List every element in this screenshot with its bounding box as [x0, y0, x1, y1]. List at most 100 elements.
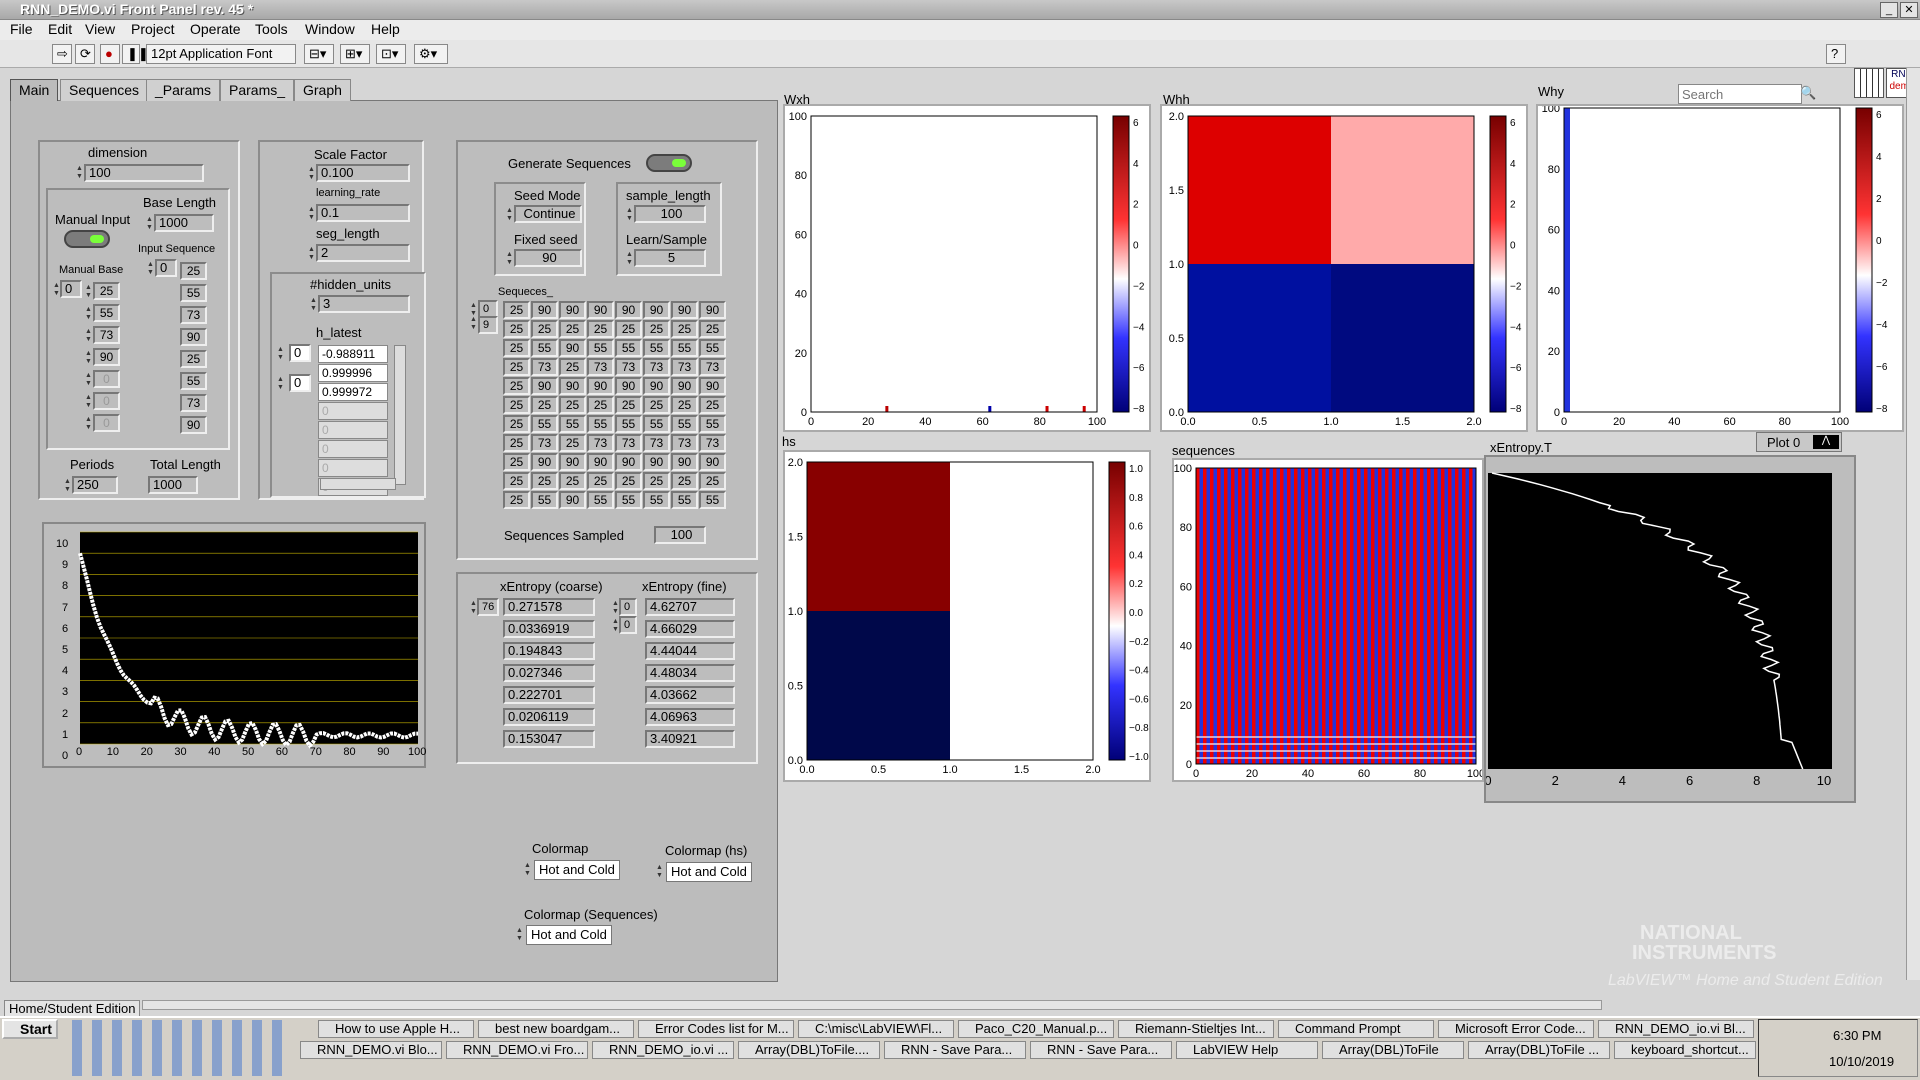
- seq-index1-spinner[interactable]: ▲ ▼: [470, 302, 477, 317]
- taskbar-button[interactable]: Error Codes list for M...: [638, 1020, 794, 1038]
- quicklaunch-icons[interactable]: [72, 1020, 282, 1076]
- manual-base-cell[interactable]: 0: [93, 370, 120, 388]
- run-arrow-icon[interactable]: ⇨: [52, 44, 72, 64]
- h-index1-spinner[interactable]: ▲ ▼: [277, 346, 284, 361]
- xf-index1[interactable]: 0: [619, 598, 637, 616]
- sample-length-spinner[interactable]: ▲ ▼: [626, 207, 633, 222]
- tab-params-b[interactable]: Params_: [220, 79, 295, 101]
- menu-file[interactable]: File: [10, 21, 33, 37]
- menu-window[interactable]: Window: [305, 21, 355, 37]
- tab-main[interactable]: Main: [10, 79, 59, 101]
- resize-icon[interactable]: ⊡▾: [376, 44, 406, 64]
- learning-rate-spinner[interactable]: ▲ ▼: [308, 206, 315, 221]
- menu-edit[interactable]: Edit: [48, 21, 73, 37]
- manual-base-cell[interactable]: 55: [93, 304, 120, 322]
- manual-base-spinner[interactable]: ▲ ▼: [85, 394, 92, 409]
- manual-base-cell[interactable]: 0: [93, 414, 120, 432]
- generate-toggle[interactable]: [646, 154, 692, 172]
- manual-base-spinner[interactable]: ▲ ▼: [85, 372, 92, 387]
- run-continuously-icon[interactable]: ⟳: [75, 44, 95, 64]
- manual-base-cell[interactable]: 90: [93, 348, 120, 366]
- taskbar-button[interactable]: Paco_C20_Manual.p...: [958, 1020, 1114, 1038]
- taskbar-button[interactable]: RNN_DEMO_io.vi ...: [592, 1041, 734, 1059]
- taskbar-button[interactable]: C:\misc\LabVIEW\Fl...: [798, 1020, 954, 1038]
- tab-graph[interactable]: Graph: [294, 79, 351, 101]
- hidden-units-field[interactable]: 3: [318, 295, 410, 313]
- seg-length-spinner[interactable]: ▲ ▼: [308, 246, 315, 261]
- search-input[interactable]: [1678, 84, 1802, 104]
- taskbar-button[interactable]: RNN_DEMO.vi Blo...: [300, 1041, 442, 1059]
- manual-base-spinner[interactable]: ▲ ▼: [85, 328, 92, 343]
- hidden-units-spinner[interactable]: ▲ ▼: [310, 297, 317, 312]
- manual-base-spinner[interactable]: ▲ ▼: [85, 416, 92, 431]
- manual-base-spinner[interactable]: ▲ ▼: [85, 306, 92, 321]
- connector-pane-icon[interactable]: [1854, 68, 1884, 98]
- tab-sequences[interactable]: Sequences: [60, 79, 149, 101]
- taskbar-button[interactable]: Array(DBL)ToFile: [1322, 1041, 1464, 1059]
- h-latest-hscroll[interactable]: [320, 478, 396, 490]
- dimension-field[interactable]: 100: [84, 164, 204, 182]
- colormap-hs-spinner[interactable]: ▲ ▼: [656, 864, 663, 879]
- manual-input-toggle[interactable]: [64, 230, 110, 248]
- fixed-seed-spinner[interactable]: ▲ ▼: [506, 251, 513, 266]
- colormap-seq-select[interactable]: Hot and Cold: [526, 925, 612, 945]
- manual-base-spinner[interactable]: ▲ ▼: [85, 284, 92, 299]
- colormap-seq-spinner[interactable]: ▲ ▼: [516, 927, 523, 942]
- dimension-spinner[interactable]: ▲ ▼: [76, 165, 83, 180]
- pause-icon[interactable]: ❚❚: [122, 44, 149, 64]
- tab-params-a[interactable]: _Params: [146, 79, 221, 101]
- scale-factor-spinner[interactable]: ▲ ▼: [308, 166, 315, 181]
- sample-length-field[interactable]: 100: [634, 205, 706, 223]
- xf-index2[interactable]: 0: [619, 616, 637, 634]
- manual-base-index-spinner[interactable]: ▲ ▼: [53, 282, 60, 297]
- plot-legend[interactable]: Plot 0 ⋀: [1756, 432, 1842, 452]
- colormap-spinner[interactable]: ▲ ▼: [524, 862, 531, 877]
- fixed-seed-field[interactable]: 90: [514, 249, 582, 267]
- base-length-spinner[interactable]: ▲ ▼: [146, 216, 153, 231]
- h-index2-spinner[interactable]: ▲ ▼: [277, 376, 284, 391]
- xf-index2-spinner[interactable]: ▲ ▼: [612, 618, 619, 633]
- base-length-field[interactable]: 1000: [154, 214, 214, 232]
- learn-sample-field[interactable]: 5: [634, 249, 706, 267]
- align-icon[interactable]: ⊟▾: [304, 44, 334, 64]
- learn-sample-spinner[interactable]: ▲ ▼: [626, 251, 633, 266]
- taskbar-button[interactable]: RNN_DEMO_io.vi Bl...: [1598, 1020, 1754, 1038]
- abort-icon[interactable]: ●: [100, 44, 120, 64]
- manual-base-cell[interactable]: 73: [93, 326, 120, 344]
- menu-view[interactable]: View: [85, 21, 116, 37]
- font-select[interactable]: 12pt Application Font: [146, 44, 296, 64]
- menu-tools[interactable]: Tools: [255, 21, 288, 37]
- input-seq-index[interactable]: 0: [155, 259, 177, 277]
- xentropy-coarse-index[interactable]: 76: [477, 598, 499, 616]
- taskbar-button[interactable]: Microsoft Error Code...: [1438, 1020, 1594, 1038]
- horizontal-scrollbar[interactable]: [142, 1000, 1602, 1010]
- xentropy-coarse-index-spinner[interactable]: ▲ ▼: [470, 600, 477, 615]
- search-icon[interactable]: 🔍: [1800, 85, 1817, 100]
- input-seq-index-spinner[interactable]: ▲ ▼: [147, 261, 154, 276]
- manual-base-spinner[interactable]: ▲ ▼: [85, 350, 92, 365]
- taskbar-button[interactable]: Array(DBL)ToFile....: [738, 1041, 880, 1059]
- taskbar-button[interactable]: Array(DBL)ToFile ...: [1468, 1041, 1610, 1059]
- distribute-icon[interactable]: ⊞▾: [340, 44, 370, 64]
- minimize-button[interactable]: _: [1880, 2, 1898, 18]
- manual-base-index[interactable]: 0: [60, 280, 82, 298]
- help-icon[interactable]: ?: [1826, 44, 1846, 64]
- manual-base-cell[interactable]: 0: [93, 392, 120, 410]
- menu-help[interactable]: Help: [371, 21, 400, 37]
- taskbar-button[interactable]: RNN - Save Para...: [884, 1041, 1026, 1059]
- reorder-icon[interactable]: ⚙▾: [414, 44, 448, 64]
- periods-field[interactable]: 250: [72, 476, 118, 494]
- seed-mode-select[interactable]: Continue: [514, 205, 582, 223]
- taskbar-button[interactable]: Command Prompt: [1278, 1020, 1434, 1038]
- colormap-select[interactable]: Hot and Cold: [534, 860, 620, 880]
- seg-length-field[interactable]: 2: [316, 244, 410, 262]
- scale-factor-field[interactable]: 0.100: [316, 164, 410, 182]
- taskbar-button[interactable]: best new boardgam...: [478, 1020, 634, 1038]
- close-button[interactable]: ✕: [1900, 2, 1918, 18]
- colormap-hs-select[interactable]: Hot and Cold: [666, 862, 752, 882]
- h-index1[interactable]: 0: [289, 344, 311, 362]
- taskbar-button[interactable]: RNN - Save Para...: [1030, 1041, 1172, 1059]
- start-button[interactable]: Start: [2, 1019, 58, 1039]
- vertical-scrollbar[interactable]: [1906, 68, 1920, 980]
- taskbar-button[interactable]: LabVIEW Help: [1176, 1041, 1318, 1059]
